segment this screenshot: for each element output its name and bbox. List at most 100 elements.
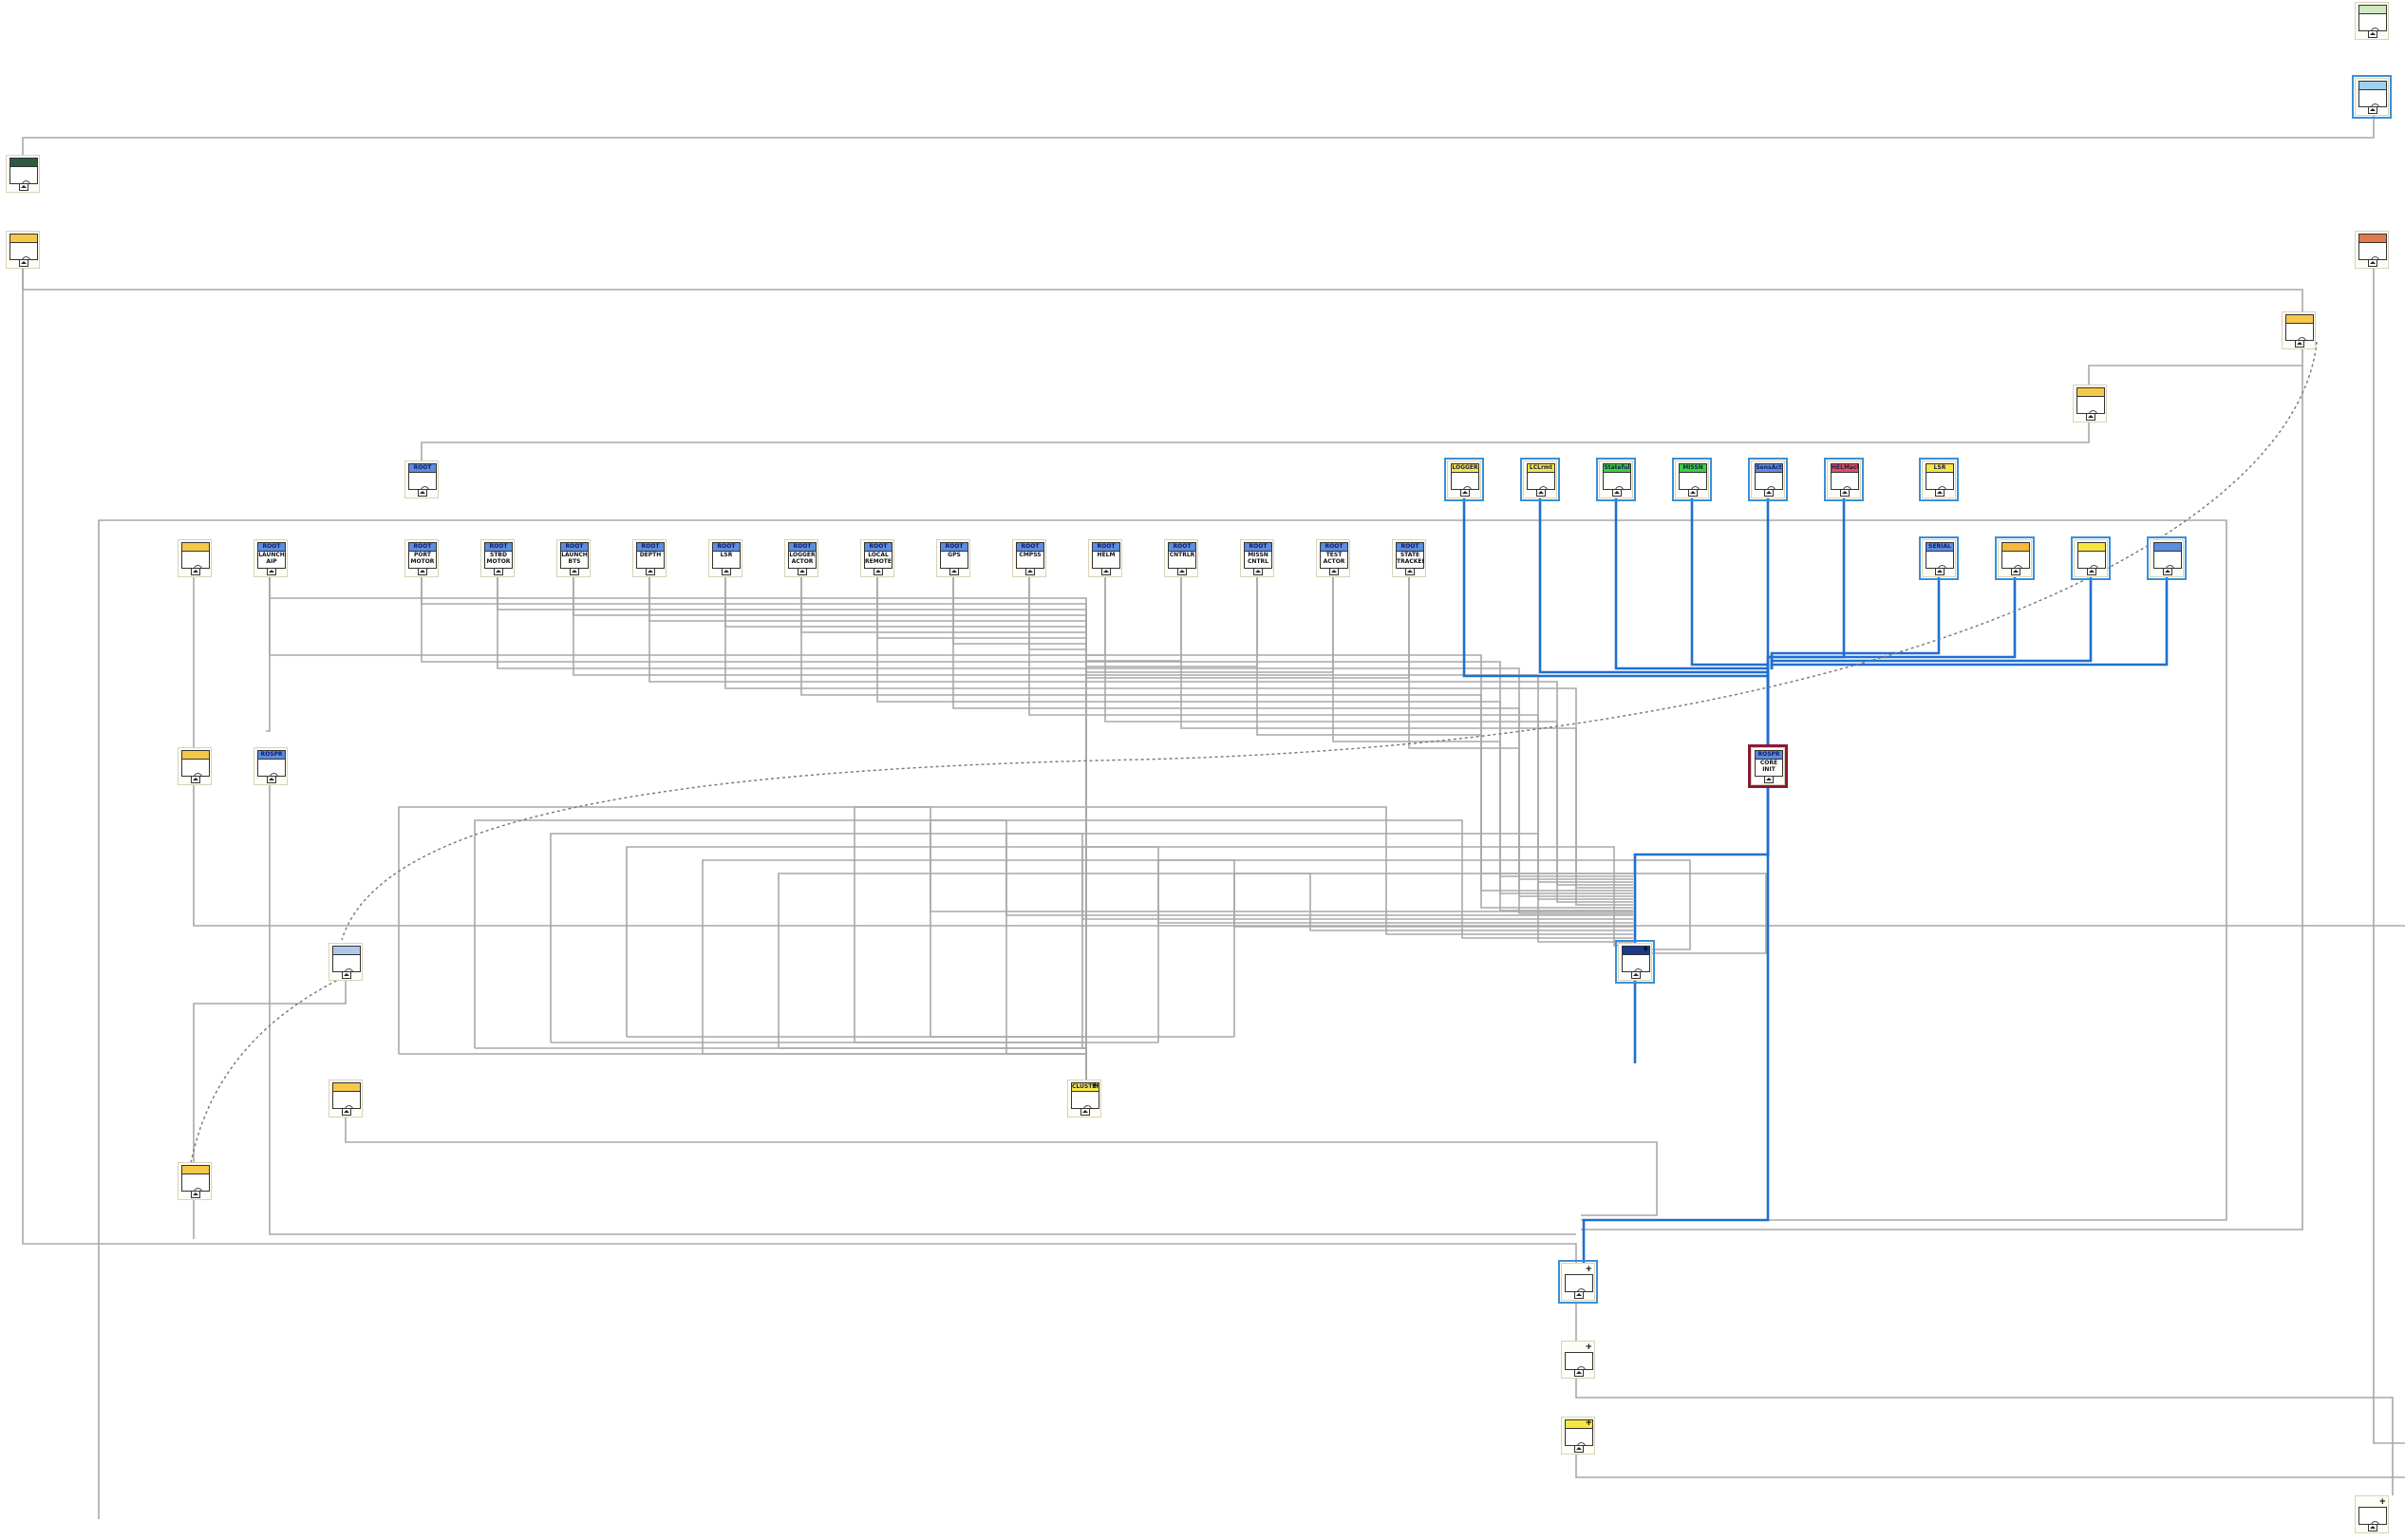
- wire-right-edge: [2373, 269, 2405, 1444]
- node-lclrmt[interactable]: LCLrmt: [1520, 458, 1560, 501]
- node-chart-left[interactable]: [6, 155, 40, 193]
- node-properties-gear-icon: [2358, 1507, 2387, 1525]
- node-object-mid[interactable]: +: [1615, 940, 1655, 984]
- node-core-init-terminal[interactable]: [1764, 776, 1774, 783]
- node-blue-terminal[interactable]: [2163, 568, 2172, 575]
- node-state-tracker-terminal[interactable]: [1405, 568, 1415, 575]
- node-cntrlr[interactable]: ROOT CNTRLR: [1164, 539, 1198, 577]
- node-out-2-terminal[interactable]: [1574, 1369, 1584, 1377]
- node-state-tracker[interactable]: ROOT STATE TRACKER: [1392, 539, 1426, 577]
- node-root-top-terminal[interactable]: [418, 489, 427, 497]
- node-file-top-terminal[interactable]: [2368, 30, 2377, 38]
- node-file-top[interactable]: [2355, 2, 2389, 40]
- node-stateful-terminal[interactable]: [1612, 489, 1622, 497]
- node-settings-left[interactable]: [178, 539, 212, 577]
- node-cntrlr-terminal[interactable]: [1177, 568, 1187, 575]
- node-table-terminal[interactable]: [1574, 1445, 1584, 1453]
- node-depth-terminal[interactable]: [646, 568, 655, 575]
- node-local-remote-terminal[interactable]: [874, 568, 883, 575]
- node-settings-right-terminal[interactable]: [2086, 413, 2095, 421]
- node-local-remote[interactable]: ROOT LOCAL REMOTE: [860, 539, 894, 577]
- node-doc-left-terminal[interactable]: [191, 776, 200, 783]
- node-test-actor[interactable]: ROOT TEST ACTOR: [1316, 539, 1350, 577]
- node-settings-left-terminal[interactable]: [191, 568, 200, 575]
- node-yellow-terminal[interactable]: [2087, 568, 2096, 575]
- node-core-init[interactable]: ROSPR CORE INIT: [1748, 744, 1788, 788]
- node-lsr-top[interactable]: LSR: [1919, 458, 1959, 501]
- node-out-1[interactable]: +: [1558, 1260, 1598, 1304]
- node-object-mid-terminal[interactable]: [1631, 971, 1641, 979]
- node-rospr-left-terminal[interactable]: [267, 776, 276, 783]
- node-rospr-left[interactable]: ROSPR: [254, 747, 288, 785]
- node-properties-terminal[interactable]: [2368, 1524, 2377, 1531]
- node-close-left-terminal[interactable]: [342, 1108, 351, 1116]
- node-mission-cntrl-terminal[interactable]: [1253, 568, 1263, 575]
- node-launch-left-terminal[interactable]: [19, 259, 28, 267]
- node-launch-left[interactable]: [6, 231, 40, 269]
- node-helmact-terminal[interactable]: [1840, 489, 1850, 497]
- node-out-2[interactable]: +: [1561, 1341, 1595, 1379]
- node-gps-label: GPS: [940, 551, 968, 569]
- node-logger[interactable]: LOGGER: [1444, 458, 1484, 501]
- node-doc-left[interactable]: [178, 747, 212, 785]
- node-table[interactable]: +: [1561, 1417, 1595, 1455]
- node-settings-right[interactable]: [2073, 385, 2107, 423]
- node-cluster[interactable]: CLUSTER +: [1067, 1080, 1101, 1117]
- node-lclrmt-terminal[interactable]: [1536, 489, 1546, 497]
- node-test-actor-label: TEST ACTOR: [1320, 551, 1348, 569]
- node-missn[interactable]: MISSN: [1672, 458, 1712, 501]
- node-sensor-terminal[interactable]: [1764, 489, 1774, 497]
- node-cluster-terminal[interactable]: [1080, 1108, 1090, 1116]
- node-launch-bts-terminal[interactable]: [570, 568, 579, 575]
- node-stbd-motor-terminal[interactable]: [494, 568, 503, 575]
- node-window-left-terminal[interactable]: [342, 971, 351, 979]
- node-logger-actor[interactable]: ROOT LOGGER ACTOR: [784, 539, 818, 577]
- node-cancel-top[interactable]: [2355, 231, 2389, 269]
- node-logger-terminal[interactable]: [1460, 489, 1470, 497]
- node-sensor[interactable]: SensAct: [1748, 458, 1788, 501]
- node-root-top[interactable]: ROOT: [404, 460, 439, 498]
- node-monitor-top-terminal[interactable]: [2368, 106, 2377, 114]
- node-window-left[interactable]: [329, 943, 363, 981]
- node-serial-terminal[interactable]: [1935, 568, 1945, 575]
- node-compass-terminal[interactable]: [1025, 568, 1035, 575]
- node-launch-bottom-left[interactable]: [178, 1162, 212, 1200]
- node-launch-right[interactable]: [2282, 311, 2316, 349]
- node-orange[interactable]: [1995, 536, 2035, 580]
- node-chart-left-terminal[interactable]: [19, 183, 28, 191]
- node-stbd-motor[interactable]: ROOT STBD MOTOR: [480, 539, 515, 577]
- node-blue[interactable]: [2147, 536, 2187, 580]
- node-serial[interactable]: SERIAL: [1919, 536, 1959, 580]
- node-test-actor-terminal[interactable]: [1329, 568, 1339, 575]
- node-gps-terminal[interactable]: [949, 568, 959, 575]
- node-close-left[interactable]: [329, 1080, 363, 1117]
- node-lsr[interactable]: ROOT LSR: [708, 539, 742, 577]
- node-mission-cntrl[interactable]: ROOT MISSN CNTRL: [1240, 539, 1274, 577]
- node-launch-aip-terminal[interactable]: [267, 568, 276, 575]
- node-cancel-top-terminal[interactable]: [2368, 259, 2377, 267]
- node-lsr-top-terminal[interactable]: [1935, 489, 1945, 497]
- node-missn-terminal[interactable]: [1688, 489, 1698, 497]
- node-compass[interactable]: ROOT CMPSS: [1012, 539, 1046, 577]
- node-helmact[interactable]: HELMact: [1824, 458, 1864, 501]
- node-helm[interactable]: ROOT HELM: [1088, 539, 1122, 577]
- node-depth[interactable]: ROOT DEPTH: [632, 539, 667, 577]
- node-launch-bts-label: LAUNCH BTS: [560, 551, 589, 569]
- node-logger-actor-terminal[interactable]: [798, 568, 807, 575]
- node-launch-bts[interactable]: ROOT LAUNCH BTS: [556, 539, 591, 577]
- node-port-motor-terminal[interactable]: [418, 568, 427, 575]
- wire-bus-b-10: [1104, 577, 1633, 903]
- node-helm-terminal[interactable]: [1101, 568, 1111, 575]
- node-properties[interactable]: +: [2355, 1495, 2389, 1533]
- node-lsr-terminal[interactable]: [722, 568, 731, 575]
- node-stateful[interactable]: Stateful: [1596, 458, 1636, 501]
- node-launch-right-terminal[interactable]: [2295, 340, 2304, 347]
- node-monitor-top[interactable]: [2352, 75, 2392, 119]
- node-port-motor[interactable]: ROOT PORT MOTOR: [404, 539, 439, 577]
- node-launch-bottom-left-terminal[interactable]: [191, 1191, 200, 1198]
- node-yellow[interactable]: [2071, 536, 2111, 580]
- node-gps[interactable]: ROOT GPS: [936, 539, 970, 577]
- node-launch-aip[interactable]: ROOT LAUNCH AIP: [254, 539, 288, 577]
- node-orange-terminal[interactable]: [2011, 568, 2020, 575]
- node-out-1-terminal[interactable]: [1574, 1291, 1584, 1299]
